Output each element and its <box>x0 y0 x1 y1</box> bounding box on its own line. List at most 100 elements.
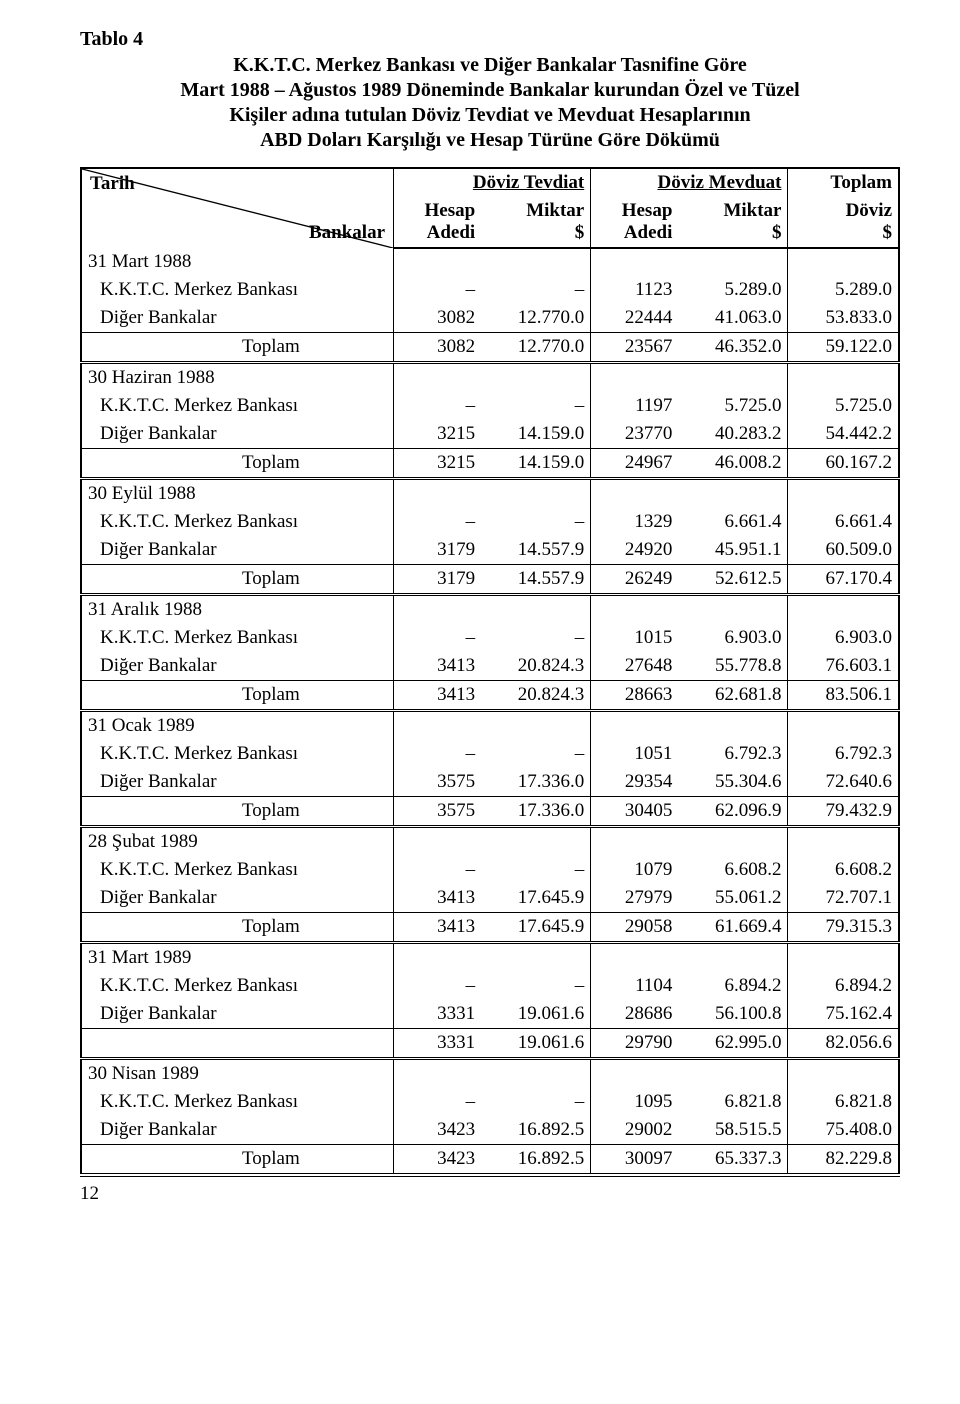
cell <box>788 248 899 276</box>
total-label: Toplam <box>81 913 394 943</box>
cell: 6.792.3 <box>678 740 788 768</box>
period-label: 30 Eylül 1988 <box>81 479 394 509</box>
cell <box>481 943 591 973</box>
cell <box>481 363 591 393</box>
cell <box>788 363 899 393</box>
table-row: Diğer Bankalar341320.824.32764855.778.87… <box>81 652 899 681</box>
cell <box>394 711 482 741</box>
cell <box>788 595 899 625</box>
cell <box>678 711 788 741</box>
cell: 30097 <box>591 1145 679 1176</box>
cell: 17.645.9 <box>481 913 591 943</box>
cell: 41.063.0 <box>678 304 788 333</box>
cell <box>788 943 899 973</box>
table-row: Diğer Bankalar333119.061.62868656.100.87… <box>81 1000 899 1029</box>
table-row: K.K.T.C. Merkez Bankası––10796.608.26.60… <box>81 856 899 884</box>
table-row: K.K.T.C. Merkez Bankası––10956.821.86.82… <box>81 1088 899 1116</box>
cell <box>481 1059 591 1089</box>
cell: – <box>481 856 591 884</box>
diagonal-line-icon <box>82 169 393 248</box>
total-label: Toplam <box>81 565 394 595</box>
cell: 16.892.5 <box>481 1145 591 1176</box>
cell: 29790 <box>591 1029 679 1059</box>
cell: – <box>481 624 591 652</box>
table-body: 31 Mart 1988K.K.T.C. Merkez Bankası––112… <box>81 248 899 1175</box>
table-row: Toplam341317.645.92905861.669.479.315.3 <box>81 913 899 943</box>
cell: – <box>481 276 591 304</box>
table-row: Diğer Bankalar308212.770.02244441.063.05… <box>81 304 899 333</box>
cell: 82.056.6 <box>788 1029 899 1059</box>
cell: – <box>481 972 591 1000</box>
cell: 1104 <box>591 972 679 1000</box>
cell <box>678 943 788 973</box>
table-row: Diğer Bankalar342316.892.52900258.515.57… <box>81 1116 899 1145</box>
cell: 6.821.8 <box>788 1088 899 1116</box>
cell: 6.894.2 <box>678 972 788 1000</box>
cell: 40.283.2 <box>678 420 788 449</box>
cell: 75.162.4 <box>788 1000 899 1029</box>
hdr-hesap1b: Adedi <box>427 222 476 243</box>
cell: 3215 <box>394 449 482 479</box>
total-label: Toplam <box>81 449 394 479</box>
cell <box>394 943 482 973</box>
header-toplam: Toplam <box>788 168 899 197</box>
table-row: Toplam317914.557.92624952.612.567.170.4 <box>81 565 899 595</box>
hdr-miktar2a: Miktar <box>723 200 781 221</box>
cell: 72.707.1 <box>788 884 899 913</box>
title-line-2: Mart 1988 – Ağustos 1989 Döneminde Banka… <box>80 78 900 103</box>
cell: 76.603.1 <box>788 652 899 681</box>
cell: 1015 <box>591 624 679 652</box>
cell: 19.061.6 <box>481 1029 591 1059</box>
cell: 27979 <box>591 884 679 913</box>
row-label: Diğer Bankalar <box>81 768 394 797</box>
cell <box>788 479 899 509</box>
header-mevduat-miktar: Miktar $ <box>678 197 788 248</box>
cell: 6.903.0 <box>678 624 788 652</box>
header-tevdiat-hesap: Hesap Adedi <box>394 197 482 248</box>
cell: 54.442.2 <box>788 420 899 449</box>
cell: – <box>394 276 482 304</box>
cell <box>591 363 679 393</box>
hdr-hesap1a: Hesap <box>424 200 475 221</box>
cell: 75.408.0 <box>788 1116 899 1145</box>
cell: 55.304.6 <box>678 768 788 797</box>
data-table: Tarih Bankalar Döviz Tevdiat Döviz Mevdu… <box>80 167 900 1177</box>
row-label: Diğer Bankalar <box>81 652 394 681</box>
cell <box>394 363 482 393</box>
row-label: Diğer Bankalar <box>81 304 394 333</box>
cell: 3179 <box>394 536 482 565</box>
header-group-mevduat: Döviz Mevduat <box>591 168 788 197</box>
cell: 65.337.3 <box>678 1145 788 1176</box>
cell: 24920 <box>591 536 679 565</box>
cell: – <box>394 1088 482 1116</box>
cell <box>678 827 788 857</box>
cell <box>591 479 679 509</box>
title-line-4: ABD Doları Karşılığı ve Hesap Türüne Gör… <box>80 128 900 153</box>
cell: 5.725.0 <box>678 392 788 420</box>
cell: 17.336.0 <box>481 768 591 797</box>
table-row: K.K.T.C. Merkez Bankası––10156.903.06.90… <box>81 624 899 652</box>
period-label: 30 Nisan 1989 <box>81 1059 394 1089</box>
cell <box>481 248 591 276</box>
cell: 3331 <box>394 1029 482 1059</box>
cell <box>678 479 788 509</box>
cell: 3413 <box>394 913 482 943</box>
cell: 28663 <box>591 681 679 711</box>
hdr-miktar2b: $ <box>772 222 782 243</box>
period-label: 31 Mart 1989 <box>81 943 394 973</box>
cell: 22444 <box>591 304 679 333</box>
table-row: 30 Eylül 1988 <box>81 479 899 509</box>
cell: 5.289.0 <box>678 276 788 304</box>
cell: 72.640.6 <box>788 768 899 797</box>
cell: 61.669.4 <box>678 913 788 943</box>
cell <box>394 595 482 625</box>
period-label: 28 Şubat 1989 <box>81 827 394 857</box>
page: Tablo 4 K.K.T.C. Merkez Bankası ve Diğer… <box>0 0 960 1404</box>
table-row: Diğer Bankalar321514.159.02377040.283.25… <box>81 420 899 449</box>
cell: 23770 <box>591 420 679 449</box>
cell: 79.432.9 <box>788 797 899 827</box>
table-row: K.K.T.C. Merkez Bankası––11235.289.05.28… <box>81 276 899 304</box>
cell <box>591 248 679 276</box>
table-row: Toplam341320.824.32866362.681.883.506.1 <box>81 681 899 711</box>
header-tevdiat-miktar: Miktar $ <box>481 197 591 248</box>
